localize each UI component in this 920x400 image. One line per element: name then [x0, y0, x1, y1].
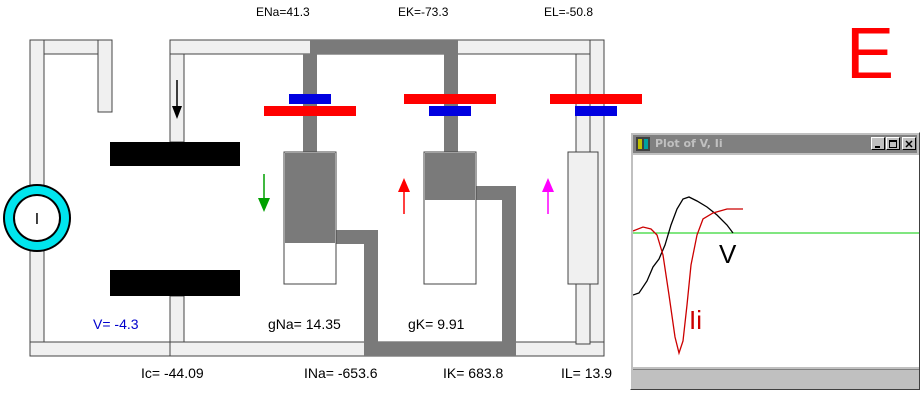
capacitor-current-arrow: [172, 80, 182, 119]
ek-label: EK=-73.3: [398, 5, 449, 19]
wire-left-stub-drop: [97, 39, 113, 113]
na-current-arrow: [258, 174, 270, 212]
current-source-label: I: [35, 211, 39, 228]
battery-k: [404, 94, 496, 116]
ic-label: Ic= -44.09: [141, 365, 204, 381]
plot-horizontal-scrollbar[interactable]: [633, 369, 919, 388]
plot-canvas: V Ii: [633, 155, 919, 367]
leak-current-arrow: [542, 178, 554, 214]
wire-bottom-active: [364, 342, 516, 356]
battery-leak-long-plate: [550, 94, 642, 104]
resistor-leak-body: [567, 151, 599, 285]
wire-bottom-left: [29, 341, 187, 357]
voltage-label: V= -4.3: [93, 316, 139, 332]
battery-na: [264, 94, 356, 116]
plot-titlebar[interactable]: Plot of V, Ii: [633, 135, 917, 153]
current-source-icon: [3, 184, 71, 252]
maximize-icon[interactable]: [886, 137, 900, 150]
battery-k-short-plate: [429, 106, 471, 116]
ik-label: IK= 683.8: [443, 365, 504, 381]
resistor-k: [423, 151, 477, 285]
resistor-na-fill: [285, 153, 335, 243]
plot-ii-trace: [633, 208, 743, 356]
wire-top-active: [310, 40, 458, 54]
wire-na-lower-v: [364, 230, 378, 356]
wire-leak-lower: [575, 283, 591, 345]
resistor-leak: [567, 151, 599, 285]
plot-title: Plot of V, Ii: [655, 137, 723, 150]
capacitor-bottom-plate: [110, 270, 240, 296]
gna-label: gNa= 14.35: [268, 316, 341, 332]
capacitor-top-plate: [110, 142, 240, 166]
panel-letter: E: [846, 14, 894, 94]
battery-na-short-plate: [289, 94, 331, 104]
il-label: IL= 13.9: [561, 365, 612, 381]
wire-k-lower-v: [502, 186, 516, 356]
gk-label: gK= 9.91: [408, 316, 465, 332]
battery-leak: [550, 94, 642, 116]
battery-na-long-plate: [264, 106, 356, 116]
close-icon[interactable]: [902, 137, 916, 150]
el-label: EL=-50.8: [544, 5, 593, 19]
plot-ii-label: Ii: [689, 305, 702, 335]
resistor-na: [283, 151, 337, 285]
ena-label: ENa=41.3: [256, 5, 310, 19]
plot-v-label: V: [719, 239, 737, 269]
battery-leak-short-plate: [575, 106, 617, 116]
capacitor: [110, 142, 240, 296]
resistor-k-fill: [425, 153, 475, 200]
minimize-icon[interactable]: [871, 137, 885, 150]
ina-label: INa= -653.6: [304, 365, 378, 381]
plot-window[interactable]: Plot of V, Ii V Ii: [630, 132, 920, 390]
app-icon: [636, 137, 650, 151]
battery-k-long-plate: [404, 94, 496, 104]
k-current-arrow: [398, 178, 410, 214]
